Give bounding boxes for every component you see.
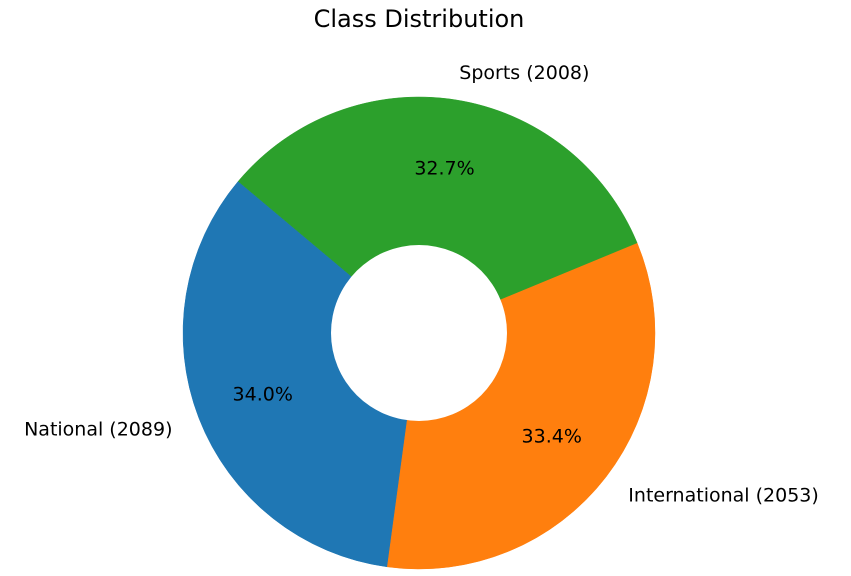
slice-sports	[237, 96, 638, 334]
donut-slices	[182, 96, 656, 570]
category-label-sports: Sports (2008)	[459, 62, 589, 84]
percent-label-sports: 32.7%	[414, 157, 474, 179]
slice-national	[182, 180, 420, 568]
donut-hole	[331, 245, 507, 421]
percent-label-national: 34.0%	[233, 383, 293, 405]
category-label-national: National (2089)	[24, 418, 172, 440]
percent-labels: 34.0% 33.4% 32.7%	[233, 157, 582, 447]
category-label-international: International (2053)	[628, 484, 818, 506]
chart-title: Class Distribution	[314, 5, 525, 33]
category-labels: National (2089) International (2053) Sport…	[24, 62, 819, 507]
percent-label-international: 33.4%	[522, 425, 582, 447]
